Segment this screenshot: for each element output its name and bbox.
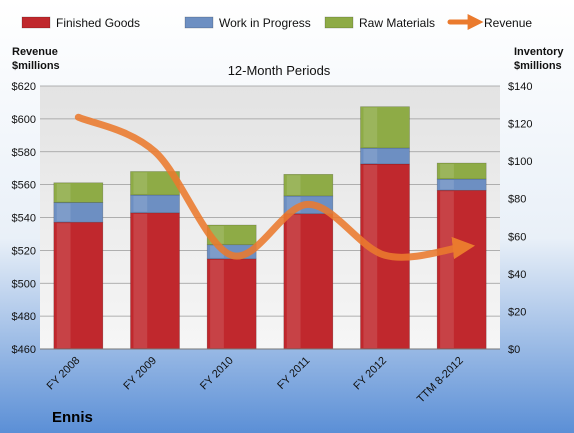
- bar-highlight: [133, 213, 148, 348]
- company-name: Ennis: [52, 409, 93, 426]
- bar-highlight: [133, 195, 148, 212]
- right-tick-label: $40: [508, 269, 526, 281]
- bar-highlight: [440, 179, 454, 190]
- legend-label: Revenue: [484, 16, 532, 30]
- left-tick-label: $560: [12, 180, 36, 192]
- right-tick-label: $20: [508, 306, 526, 318]
- bar-highlight: [56, 203, 71, 222]
- bar-highlight: [286, 214, 301, 348]
- bar-finished-goods: [283, 213, 334, 350]
- bar-highlight: [363, 164, 378, 348]
- bar-raw-materials: [360, 106, 410, 149]
- legend-swatch: [21, 16, 51, 29]
- bar-finished-goods: [206, 258, 257, 350]
- gridlines: [40, 85, 500, 350]
- left-axis-title-line1: Revenue: [12, 46, 58, 58]
- bar-highlight: [363, 148, 378, 163]
- right-tick-label: $140: [508, 81, 532, 93]
- chart-title: 12-Month Periods: [228, 63, 331, 78]
- left-tick-label: $500: [12, 278, 36, 290]
- bar-raw-materials: [283, 173, 334, 197]
- legend-swatch: [184, 16, 214, 29]
- bar-highlight: [440, 164, 454, 178]
- legend: Finished Goods Work in Progress Raw Materi…: [21, 13, 532, 31]
- bar-highlight: [286, 175, 301, 195]
- bar-finished-goods: [436, 189, 487, 350]
- right-axis-title-line2: $millions: [514, 60, 562, 72]
- left-tick-label: $620: [12, 81, 36, 93]
- left-tick-label: $540: [12, 213, 36, 225]
- left-axis-title-line2: $millions: [12, 60, 60, 72]
- right-tick-label: $80: [508, 194, 526, 206]
- revenue-line-layer: [74, 113, 476, 261]
- bar-highlight: [133, 172, 148, 194]
- left-tick-label: $480: [12, 311, 36, 323]
- legend-label: Raw Materials: [359, 16, 435, 30]
- right-tick-label: $100: [508, 156, 532, 168]
- left-tick-label: $520: [12, 245, 36, 257]
- left-tick-label: $580: [12, 147, 36, 159]
- right-axis-title-line1: Inventory: [514, 46, 564, 58]
- left-axis-ticks: $460 $480 $500 $520 $540 $560 $580 $600 $620: [12, 81, 36, 356]
- bar-finished-goods: [53, 221, 104, 350]
- bar-highlight: [363, 107, 378, 147]
- legend-swatch: [324, 16, 354, 29]
- bar-raw-materials: [436, 162, 487, 180]
- right-tick-label: $60: [508, 231, 526, 243]
- bar-highlight: [440, 191, 454, 348]
- right-tick-label: $120: [508, 119, 532, 131]
- left-tick-label: $600: [12, 114, 36, 126]
- bar-finished-goods: [130, 212, 180, 350]
- bar-highlight: [210, 259, 224, 348]
- legend-label: Work in Progress: [219, 16, 311, 30]
- bars: [53, 106, 487, 350]
- bar-highlight: [56, 183, 71, 202]
- revenue-line: [74, 113, 476, 261]
- legend-label: Finished Goods: [56, 16, 140, 30]
- left-tick-label: $460: [12, 344, 36, 356]
- bar-raw-materials: [53, 182, 104, 203]
- right-axis-ticks: $0 $20 $40 $60 $80 $100 $120 $140: [508, 81, 532, 356]
- bar-highlight: [56, 223, 71, 348]
- right-tick-label: $0: [508, 344, 520, 356]
